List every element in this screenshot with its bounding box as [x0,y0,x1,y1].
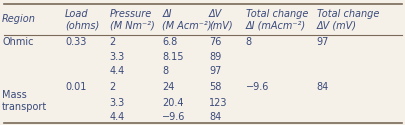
Text: Pressure
(M Nm⁻²): Pressure (M Nm⁻²) [109,9,154,30]
Text: 24: 24 [162,82,174,92]
Text: 0.01: 0.01 [65,82,86,92]
Text: 123: 123 [209,98,227,108]
Text: 3.3: 3.3 [109,52,125,62]
Text: Total change
ΔI (mAcm⁻²): Total change ΔI (mAcm⁻²) [245,9,307,30]
Text: 0.33: 0.33 [65,37,86,47]
Text: Region: Region [2,14,36,24]
Text: 8: 8 [162,66,168,76]
Text: 97: 97 [209,66,221,76]
Text: 20.4: 20.4 [162,98,183,108]
Text: 6.8: 6.8 [162,37,177,47]
Text: 58: 58 [209,82,221,92]
Text: Mass
transport: Mass transport [2,90,47,112]
Text: 2: 2 [109,82,115,92]
Text: 84: 84 [316,82,328,92]
Text: 4.4: 4.4 [109,112,125,122]
Text: Load
(ohms): Load (ohms) [65,9,99,30]
Text: 97: 97 [316,37,328,47]
Text: −9.6: −9.6 [162,112,185,122]
Text: 76: 76 [209,37,221,47]
Text: 4.4: 4.4 [109,66,125,76]
Text: 89: 89 [209,52,221,62]
Text: Ohmic: Ohmic [2,37,34,47]
Text: 8: 8 [245,37,251,47]
Text: ΔV
(mV): ΔV (mV) [209,9,232,30]
Text: Total change
ΔV (mV): Total change ΔV (mV) [316,9,378,30]
Text: 84: 84 [209,112,221,122]
Text: 2: 2 [109,37,115,47]
Text: ΔI
(M Acm⁻²): ΔI (M Acm⁻²) [162,9,211,30]
Text: 3.3: 3.3 [109,98,125,108]
Text: 8.15: 8.15 [162,52,183,62]
Text: −9.6: −9.6 [245,82,269,92]
